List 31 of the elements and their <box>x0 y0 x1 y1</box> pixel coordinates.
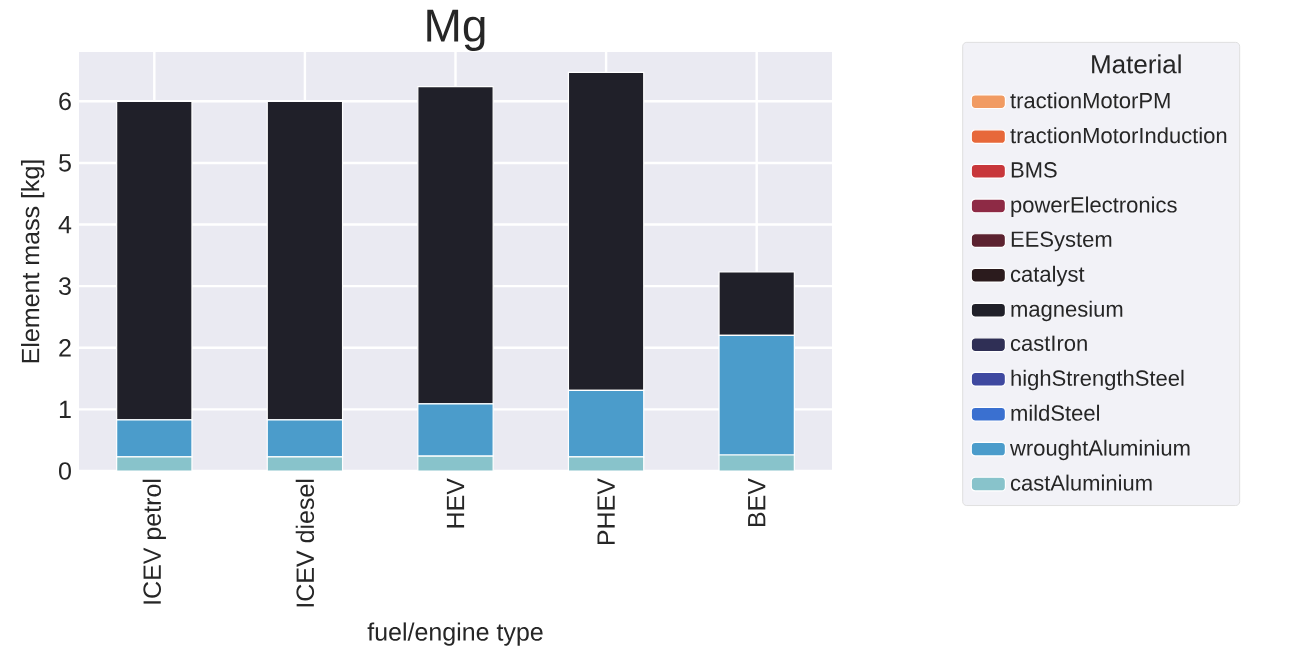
chart-title: Mg <box>427 9 485 51</box>
y-tick-label: 6 <box>59 92 71 111</box>
legend-label: castAluminium <box>1010 474 1152 491</box>
y-tick-label: 5 <box>59 154 71 172</box>
legend-label: BMS <box>1011 162 1057 178</box>
legend-title: Material <box>1092 54 1181 74</box>
y-tick-label: 4 <box>58 215 72 234</box>
legend-label: catalyst <box>1010 265 1085 287</box>
legend-label: powerElectronics <box>1011 196 1177 217</box>
x-axis-title: fuel/engine type <box>367 622 543 646</box>
legend-label: highStrengthSteel <box>1011 369 1184 391</box>
legend-label: tractionMotorPM <box>1010 92 1170 109</box>
bar <box>266 456 344 471</box>
legend-label: tractionMotorInduction <box>1010 127 1227 144</box>
y-tick-label: 1 <box>59 400 71 418</box>
legend-label: magnesium <box>1011 300 1123 322</box>
legend-label: castIron <box>1010 335 1087 351</box>
x-tick-label: PHEV <box>597 478 615 545</box>
x-tick-label: ICEV petrol <box>142 479 166 604</box>
bar <box>567 456 645 471</box>
y-tick-label: 3 <box>58 277 71 296</box>
bar <box>116 456 193 471</box>
y-axis-title: Element mass [kg] <box>20 160 45 363</box>
y-tick-label: 0 <box>59 462 71 480</box>
legend-label: EESystem <box>1011 231 1112 252</box>
legend-label: mildSteel <box>1011 404 1100 421</box>
x-tick-label: BEV <box>748 478 766 527</box>
x-tick-label: HEV <box>446 478 465 528</box>
y-tick-label: 2 <box>59 339 71 357</box>
x-tick-label: ICEV diesel <box>295 479 315 607</box>
legend-label: wroughtAluminium <box>1009 439 1190 461</box>
